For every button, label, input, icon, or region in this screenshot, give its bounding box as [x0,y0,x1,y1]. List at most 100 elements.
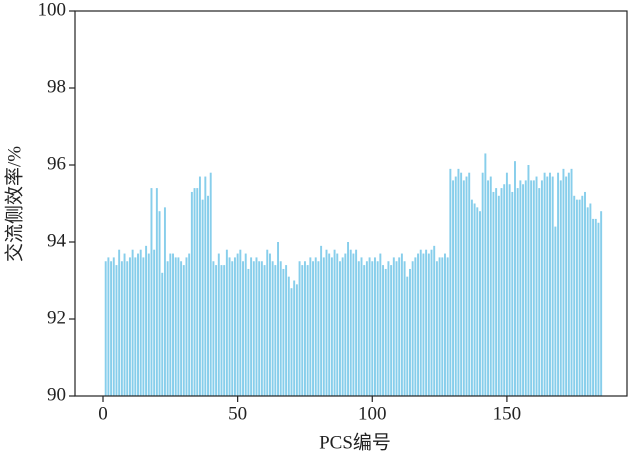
bar [185,257,188,396]
bar [312,261,315,396]
bar [505,172,508,396]
bar [279,261,282,396]
bar [349,249,352,396]
bar [460,172,463,396]
bar [161,272,164,396]
bar [225,249,228,396]
bar [163,207,166,396]
bar [495,188,498,396]
bar [182,265,185,396]
bar [298,261,301,396]
bar [535,176,538,396]
bar [303,261,306,396]
bar [519,180,522,396]
bar [479,211,481,396]
bar [341,257,344,396]
bar [239,249,242,396]
bar [446,257,449,396]
bar [207,195,209,396]
bar [322,257,325,396]
bar [247,268,250,396]
bar [565,176,568,396]
bar [522,184,525,396]
bar [430,249,433,396]
bar [452,180,455,396]
bar [204,176,207,396]
bar [115,265,118,396]
bar [549,172,551,396]
bar [562,168,565,396]
bar [363,265,366,396]
bar [355,249,358,396]
x-axis-label: PCS编号 [319,431,391,453]
bar [516,188,519,396]
bar [320,245,323,396]
plot-frame [74,10,628,397]
bar [575,199,578,396]
bar [387,261,390,396]
bar [400,253,403,396]
bar [589,203,592,396]
bar [360,257,363,396]
bar [584,191,586,396]
bar [131,249,134,396]
bar [142,257,145,396]
bar [209,172,212,396]
y-tick-label: 96 [47,153,66,174]
bar [126,261,129,396]
bar [128,257,131,396]
bar [457,168,460,396]
bar [444,253,446,396]
bar [406,276,409,396]
bar [252,261,255,396]
bar [104,261,107,396]
bar [470,199,473,396]
bar [465,176,468,396]
bar [236,253,239,396]
bar [196,188,199,396]
bar [231,261,234,396]
bar [166,261,169,396]
bar [150,188,153,396]
bar [551,176,554,396]
bar [172,253,174,396]
y-tick-label: 100 [38,0,67,20]
bar [282,268,285,396]
bar [503,184,506,396]
bar [373,257,376,396]
bar [570,168,573,396]
bar [333,249,336,396]
bar [220,265,223,396]
bar [107,257,110,396]
bar [417,253,420,396]
bar [325,249,328,396]
bar [594,218,597,396]
bar [177,257,180,396]
bar [347,242,350,396]
bar [557,172,560,396]
bar [137,253,139,396]
bar [110,261,113,396]
bar [581,195,584,396]
bar [290,288,293,396]
bar [481,172,484,396]
bar [497,195,500,396]
bar [244,253,247,396]
bar [441,257,444,396]
bar [266,249,269,396]
bar [454,176,457,396]
bar [530,180,533,396]
bar [586,207,589,396]
bar [543,172,546,396]
bar [263,265,266,396]
bar [500,188,503,396]
bar [258,261,261,396]
bar [242,261,244,396]
bar [293,280,296,396]
bar [301,265,304,396]
bar [260,261,263,396]
bar [484,153,487,396]
x-tick-label: 100 [358,403,387,424]
bar [398,257,401,396]
